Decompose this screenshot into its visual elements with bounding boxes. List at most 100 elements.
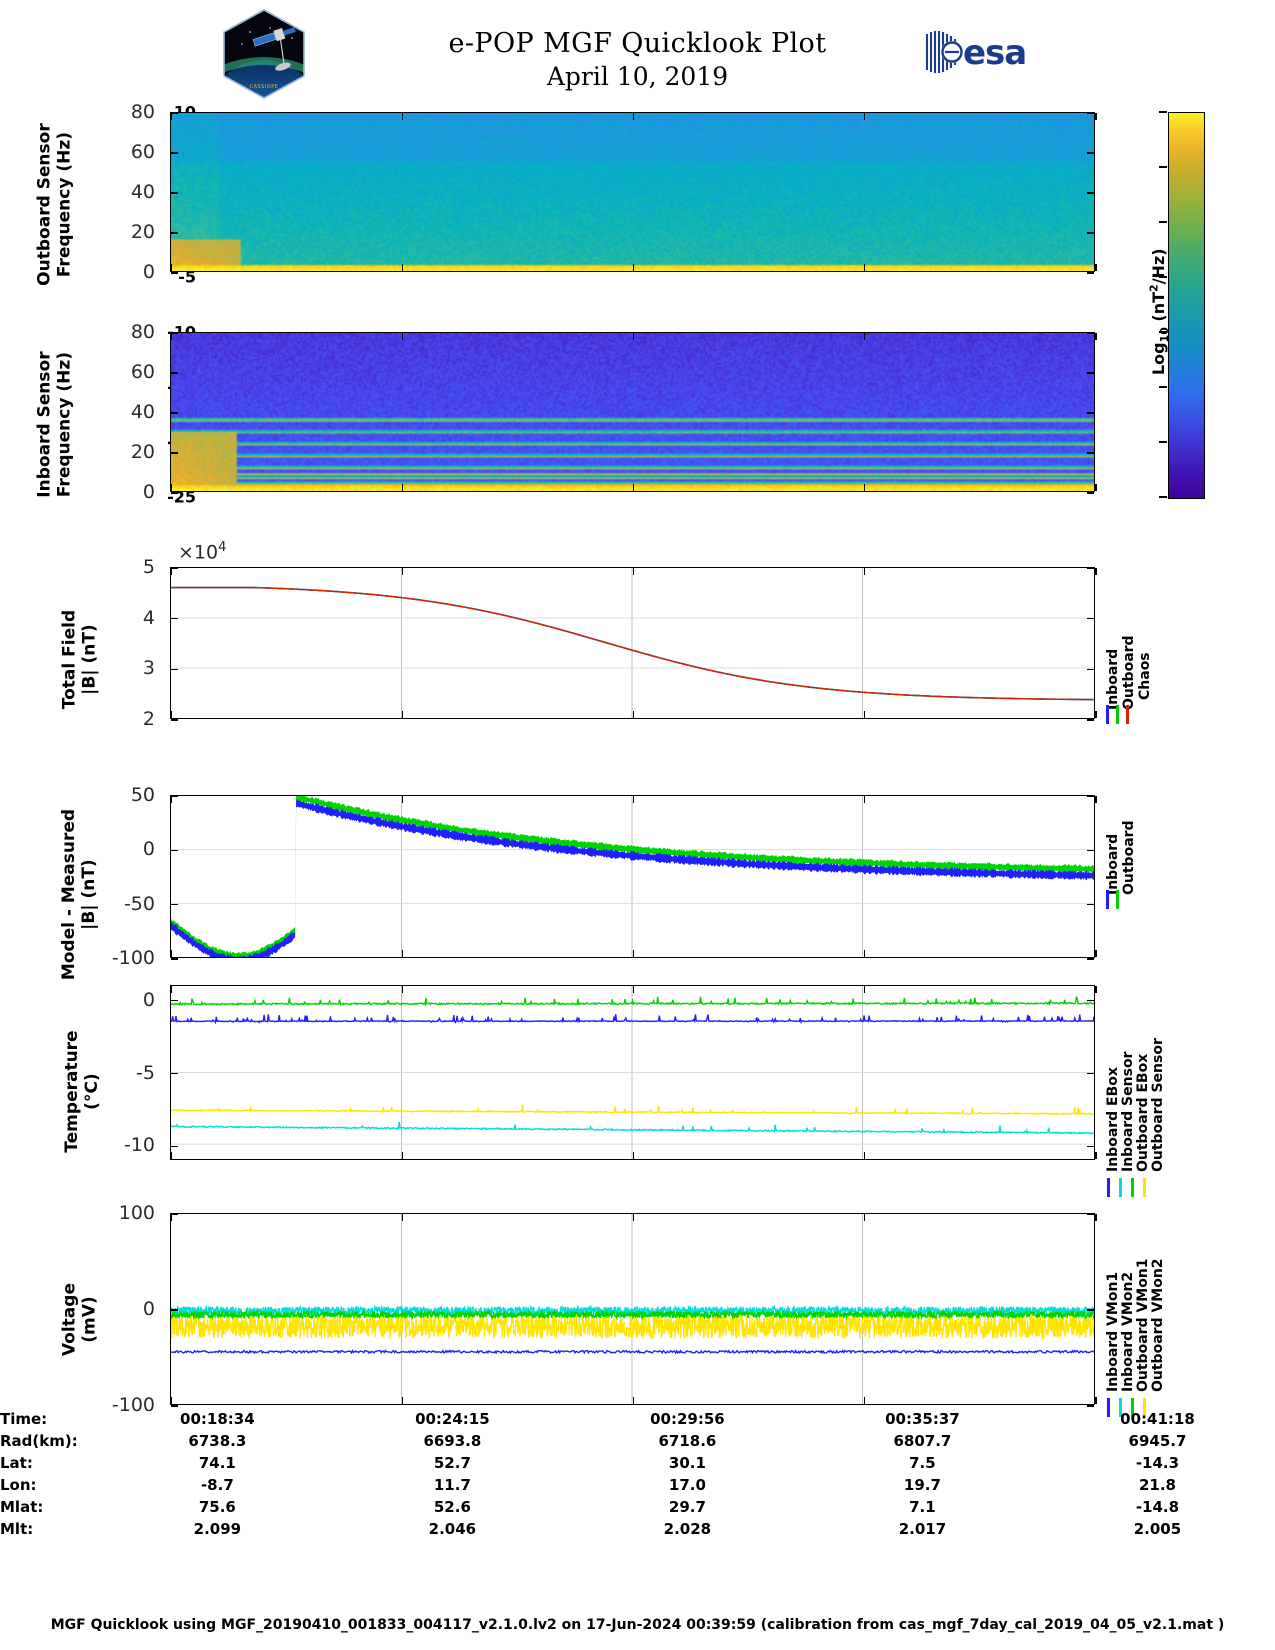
- axis-tick: [401, 1152, 403, 1159]
- swatch-inboard-ebox: [1107, 1178, 1110, 1197]
- axis-tick-label: -100: [111, 1394, 155, 1416]
- panel-voltage: [170, 1213, 1097, 1407]
- table-cell: 17.0: [668, 1476, 706, 1494]
- axis-tick: [1087, 492, 1094, 494]
- colorbar: [1168, 112, 1205, 499]
- legend-item-outboard: Outboard: [1121, 820, 1137, 895]
- axis-tick: [1087, 617, 1094, 620]
- axis-tick: [1087, 958, 1094, 960]
- axis-tick-label: 0: [142, 988, 155, 1011]
- swatch-inboard: [1106, 890, 1109, 909]
- panel-model-ylabel: Model - Measured |B| (nT): [59, 787, 99, 1002]
- axis-tick: [1087, 332, 1094, 334]
- footer-provenance: MGF Quicklook using MGF_20190410_001833_…: [50, 1617, 1225, 1633]
- axis-tick-label: -50: [123, 892, 155, 915]
- table-cell: 00:24:15: [415, 1410, 490, 1428]
- axis-tick: [1087, 795, 1094, 797]
- model-minus-measured-plot: [171, 796, 1094, 957]
- axis-tick-label: 0: [142, 481, 155, 503]
- axis-tick-label: 100: [118, 1202, 155, 1224]
- axis-tick-label: 0: [142, 261, 155, 283]
- axis-tick: [632, 950, 635, 957]
- swatch-inboard-vmon1: [1107, 1398, 1110, 1417]
- axis-tick-label: 40: [130, 401, 155, 423]
- axis-tick: [1087, 999, 1094, 1002]
- axis-tick: [1095, 113, 1097, 120]
- table-cell: 52.7: [433, 1454, 471, 1472]
- legend-item-inboard: Inboard: [1105, 648, 1121, 710]
- axis-tick: [1095, 568, 1097, 575]
- axis-tick: [171, 903, 178, 906]
- page-title: e-POP MGF Quicklook Plot April 10, 2019: [0, 28, 1275, 91]
- axis-tick: [1095, 1152, 1097, 1159]
- title-main: e-POP MGF Quicklook Plot: [448, 28, 827, 59]
- axis-tick-label: 80: [130, 321, 155, 343]
- axis-tick-label: 50: [130, 784, 155, 806]
- table-cell: 11.7: [433, 1476, 471, 1494]
- panel-inboard-spectrogram: [170, 332, 1097, 494]
- ylabel-line1: Temperature: [61, 1030, 82, 1153]
- legend-model-1: Inboard: [1105, 834, 1121, 895]
- esa-logo: esa: [925, 30, 1040, 74]
- axis-tick: [1087, 152, 1094, 154]
- voltage-plot: [171, 1214, 1094, 1404]
- axis-tick-label: 2: [142, 708, 155, 730]
- swatch-inboard-vmon2: [1119, 1398, 1122, 1417]
- axis-tick: [632, 1397, 635, 1404]
- swatch-outboard: [1116, 890, 1119, 909]
- legend-temp-4: Outboard Sensor: [1150, 1038, 1166, 1172]
- axis-tick: [170, 568, 172, 575]
- temperature-plot: [171, 986, 1094, 1159]
- axis-tick: [171, 372, 178, 374]
- axis-tick: [1087, 272, 1094, 274]
- axis-tick: [171, 668, 178, 671]
- axis-tick: [632, 1152, 635, 1159]
- axis-tick: [1087, 1145, 1094, 1148]
- axis-tick: [401, 1397, 403, 1404]
- axis-tick: [401, 986, 403, 993]
- panel-outboard-yticklabels: 0 20 40 60 80: [105, 101, 165, 283]
- panel-outboard-ylabel: Outboard Sensor Frequency (Hz): [34, 105, 74, 305]
- ylabel-line1: Voltage: [59, 1283, 80, 1357]
- colorbar-tick-label: -5: [178, 267, 196, 287]
- legend-total-field-2: Outboard: [1121, 635, 1137, 710]
- legend-item-outboard-ebox: Outboard EBox: [1135, 1053, 1151, 1172]
- axis-tick: [401, 1214, 403, 1221]
- total-field-plot: [171, 568, 1094, 718]
- axis-tick: [171, 152, 178, 154]
- axis-tick-label: 40: [130, 181, 155, 203]
- panel-total-field-yticklabels: 2 3 4 5: [105, 556, 165, 730]
- ylabel-line1: Total Field: [59, 609, 80, 710]
- axis-tick: [864, 264, 866, 271]
- legend-item-outboard: Outboard: [1121, 635, 1137, 710]
- axis-tick: [864, 1397, 866, 1404]
- legend-item-inboard-vmon1: Inboard VMon1: [1105, 1271, 1121, 1392]
- panel-temperature: [170, 985, 1097, 1160]
- table-cell: 00:35:37: [885, 1410, 960, 1428]
- colorbar-tick-label: -25: [167, 487, 196, 507]
- axis-tick-label: 60: [130, 361, 155, 383]
- table-cell: -8.7: [200, 1476, 234, 1494]
- axis-tick-label: -100: [111, 947, 155, 969]
- axis-tick: [1095, 264, 1097, 271]
- swatch-outboard-vmon1: [1131, 1398, 1134, 1417]
- panel-voltage-yticklabels: 100 0 -100: [105, 1202, 165, 1416]
- panel-total-field-ylabel: Total Field |B| (nT): [59, 575, 99, 745]
- table-cell: 75.6: [198, 1498, 236, 1516]
- axis-tick: [1087, 849, 1094, 852]
- axis-tick: [864, 568, 866, 575]
- table-cell: 00:18:34: [180, 1410, 255, 1428]
- legend-item-outboard-sensor: Outboard Sensor: [1150, 1038, 1166, 1172]
- ephemeris-table-body: Time: 00:18:34 00:24:15 00:29:56 00:35:37 00:…: [0, 1408, 1275, 1540]
- table-cell: 29.7: [668, 1498, 706, 1516]
- legend-item-outboard-vmon2: Outboard VMon2: [1150, 1258, 1166, 1392]
- total-field-multiplier: ×104: [178, 540, 227, 564]
- legend-swatches-total-field: [1106, 705, 1129, 724]
- ylabel-line1: Inboard Sensor: [34, 351, 55, 498]
- legend-item-inboard-sensor: Inboard Sensor: [1120, 1051, 1136, 1172]
- axis-tick: [171, 412, 178, 414]
- table-cell: 74.1: [198, 1454, 236, 1472]
- swatch-outboard-sensor: [1143, 1178, 1146, 1197]
- axis-tick: [1095, 1397, 1097, 1404]
- axis-tick: [401, 711, 403, 718]
